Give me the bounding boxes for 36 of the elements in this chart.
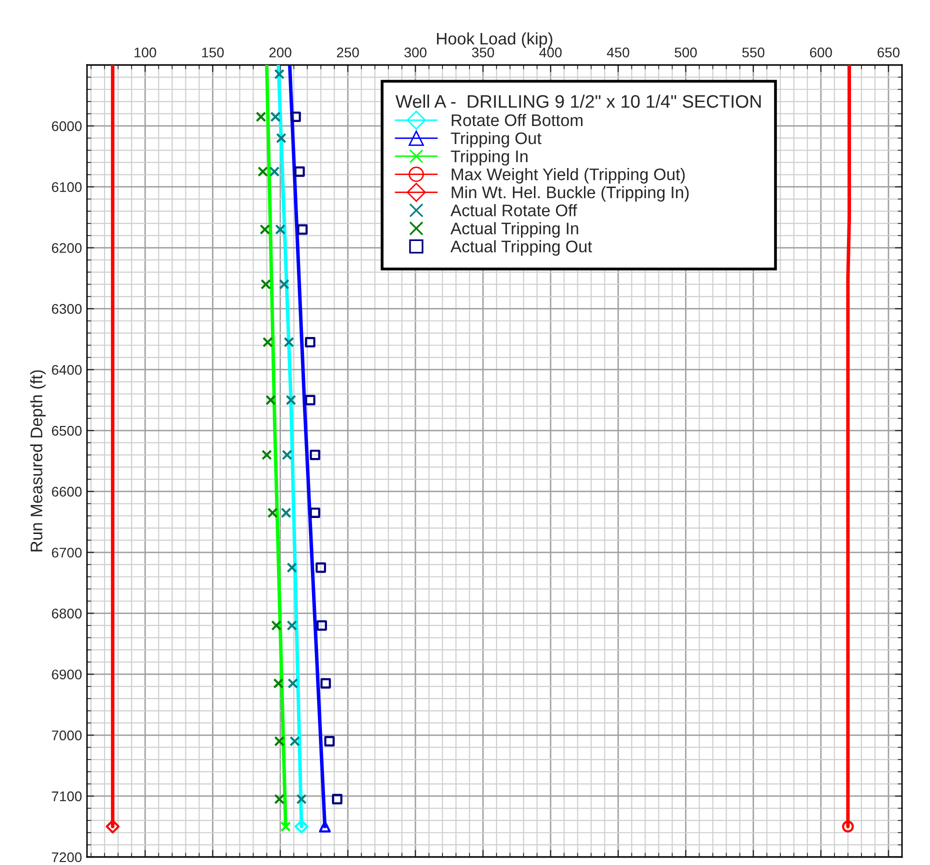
x-tick-label: 550 <box>742 48 764 58</box>
y-axis-title: Run Measured Depth (ft) <box>30 370 46 552</box>
y-tick-label: 7200 <box>52 852 82 862</box>
y-tick-label: 7000 <box>52 730 82 740</box>
y-tick-label: 6700 <box>52 548 82 558</box>
y-tick-label: 6400 <box>52 364 82 375</box>
x-tick-label: 250 <box>336 48 359 58</box>
y-tick-label: 6600 <box>52 486 82 497</box>
y-tick-label: 6300 <box>52 304 82 314</box>
legend-label: Tripping Out <box>450 132 542 148</box>
y-tick-label: 6500 <box>52 426 82 436</box>
x-tick-label: 300 <box>404 48 426 58</box>
y-tick-label: 6100 <box>52 182 82 192</box>
legend-label: Actual Tripping In <box>450 222 578 238</box>
legend-label: Max Weight Yield (Tripping Out) <box>452 168 685 184</box>
y-tick-label: 7100 <box>52 791 82 802</box>
x-tick-label: 450 <box>606 48 630 58</box>
x-tick-label: 650 <box>878 48 900 58</box>
legend-label: Rotate Off Bottom <box>452 114 582 126</box>
legend-label: Min Wt. Hel. Buckle (Tripping In) <box>452 186 689 202</box>
x-tick-label: 200 <box>269 48 292 58</box>
x-axis-title: Hook Load (kip) <box>437 32 552 48</box>
x-tick-label: 350 <box>472 48 494 58</box>
x-tick-label: 400 <box>539 48 562 58</box>
legend-title: Well A - DRILLING 9 1/2" x 10 1/4" SECTION <box>396 94 761 108</box>
x-tick-label: 150 <box>202 48 224 58</box>
legend-label: Tripping In <box>450 150 528 166</box>
y-tick-label: 6200 <box>52 243 82 253</box>
y-tick-label: 6800 <box>52 608 82 618</box>
y-tick-label: 6900 <box>52 670 82 680</box>
x-tick-label: 600 <box>810 48 832 58</box>
x-tick-label: 100 <box>134 48 156 58</box>
x-tick-label: 500 <box>674 48 697 58</box>
y-tick-label: 6000 <box>52 121 82 132</box>
legend-label: Actual Rotate Off <box>450 204 578 216</box>
legend-label: Actual Tripping Out <box>450 240 592 256</box>
